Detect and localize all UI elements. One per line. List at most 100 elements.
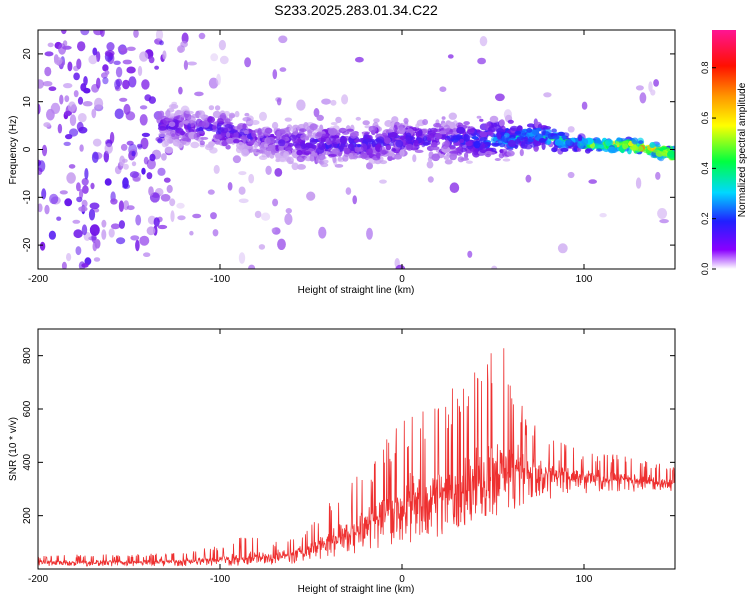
spectrogram-cell — [159, 40, 164, 46]
spectrogram-cell — [49, 193, 59, 205]
spectrogram-cell — [81, 199, 88, 208]
spectrogram-cell — [329, 153, 337, 157]
spectrogram-cell — [426, 160, 434, 169]
spectrogram-cell — [120, 143, 128, 151]
spectrogram-cell — [81, 224, 88, 236]
spectrogram-cell — [464, 152, 469, 160]
spectrogram-cell — [76, 182, 81, 192]
spectrogram-cell — [331, 147, 340, 155]
snr-y-ticks: 200 400 600 800 — [22, 347, 675, 524]
spectrogram-cell — [176, 109, 181, 115]
spectrogram-cell — [334, 164, 344, 168]
spectrogram-cell — [444, 159, 453, 165]
spectrogram-cell — [197, 130, 205, 134]
spectrogram-cell — [192, 213, 202, 219]
chart-title: S233.2025.283.01.34.C22 — [274, 2, 438, 18]
spectrogram-cell — [84, 257, 92, 266]
spectrogram-cell — [161, 153, 167, 161]
spectrogram-cell — [489, 115, 499, 123]
spectrogram-cell — [171, 133, 176, 138]
spectrogram-cell — [360, 143, 368, 151]
spectrogram-cell — [398, 123, 404, 131]
spectrogram-cell — [171, 101, 178, 105]
spectrogram-cell — [438, 153, 445, 158]
spectrogram-cell — [104, 143, 113, 154]
spectrogram-cell — [479, 118, 484, 122]
spectrogram-cell — [341, 94, 349, 105]
spectrogram-cell — [328, 128, 334, 135]
spectrogram-cell — [510, 125, 519, 131]
spectrogram-cell — [234, 110, 240, 118]
spectrogram-cell — [215, 130, 221, 135]
spectrogram-cell — [117, 45, 127, 51]
spectrogram-cell — [88, 208, 96, 221]
spectrogram-cell — [81, 263, 89, 268]
spectrogram-cell — [427, 128, 432, 135]
spectrogram-cell — [69, 128, 79, 137]
spectrogram-cell — [266, 151, 271, 158]
snr-panel: -200 -100 0 100 200 400 600 800 Height of stra… — [8, 328, 676, 595]
spectrogram-cell — [94, 97, 104, 110]
spectrogram-cell — [534, 146, 539, 150]
spectrogram-cell — [279, 67, 287, 72]
spectrogram-cell — [230, 129, 238, 133]
spectrogram-cell — [456, 152, 462, 156]
spectrogram-cell — [139, 105, 148, 110]
spectrogram-cell — [391, 148, 396, 152]
colorbar-tick-label: 0.2 — [700, 212, 710, 225]
spectrogram-cell — [526, 123, 535, 128]
spectrogram-cell — [296, 164, 306, 170]
spectrogram-cell — [178, 86, 183, 95]
spectrogram-cell — [551, 128, 557, 133]
spectrogram-cell — [521, 132, 527, 136]
spectrogram-cell — [104, 50, 115, 57]
spectrogram-cell — [59, 94, 64, 105]
spectrogram-cell — [139, 51, 149, 62]
spectrogram-cell — [588, 179, 597, 184]
spectrogram-cell — [457, 156, 465, 163]
spectrogram-x-ticks: -200 -100 0 100 — [28, 30, 593, 285]
spectrogram-cell — [161, 140, 169, 148]
snr-x-tick-label: 0 — [399, 574, 405, 585]
spectrogram-cell — [296, 155, 306, 163]
spectrogram-cell — [276, 98, 282, 106]
spectrogram-cell — [58, 43, 67, 55]
spectrogram-cell — [157, 224, 168, 230]
spectrogram-cell — [343, 147, 351, 155]
spectrogram-cell — [469, 147, 477, 152]
spectrogram-cell — [158, 110, 165, 118]
snr-y-tick-label: 200 — [22, 507, 33, 524]
spectrogram-cell — [254, 210, 262, 219]
spectrogram-cell — [348, 152, 354, 160]
spectrogram-cell — [77, 41, 86, 52]
spectrogram-cell — [91, 108, 97, 119]
spectrogram-cell — [44, 66, 52, 77]
spectrogram-cell — [391, 116, 399, 124]
spectrogram-cell — [459, 138, 465, 144]
spectrogram-cell — [495, 93, 505, 102]
spectrogram-cell — [607, 146, 616, 154]
spectrogram-cell — [271, 227, 276, 233]
spectrogram-cell — [274, 168, 283, 177]
colorbar-tick-label: 0.8 — [700, 61, 710, 74]
spectrogram-cell — [277, 139, 286, 147]
snr-y-tick-label: 800 — [22, 347, 33, 364]
snr-x-tick-label: -100 — [210, 574, 230, 585]
spectrogram-cell — [42, 81, 53, 87]
snr-y-tick-label: 600 — [22, 400, 33, 417]
spectrogram-cell — [141, 132, 150, 137]
spectrogram-cell — [178, 46, 184, 53]
spectrogram-cell — [342, 154, 349, 162]
spectrogram-cell — [122, 177, 129, 189]
spectrogram-cell — [622, 140, 630, 144]
spectrogram-cell — [114, 79, 121, 90]
spectrogram-cell — [102, 77, 109, 85]
spectrogram-cell — [422, 142, 429, 146]
spectrogram-cell — [164, 134, 170, 141]
spectrogram-cell — [173, 115, 180, 120]
spectrogram-cell — [412, 154, 417, 163]
spectrogram-cell — [238, 252, 246, 264]
spectrogram-cell — [443, 124, 451, 133]
spectrogram-cell — [304, 155, 313, 162]
